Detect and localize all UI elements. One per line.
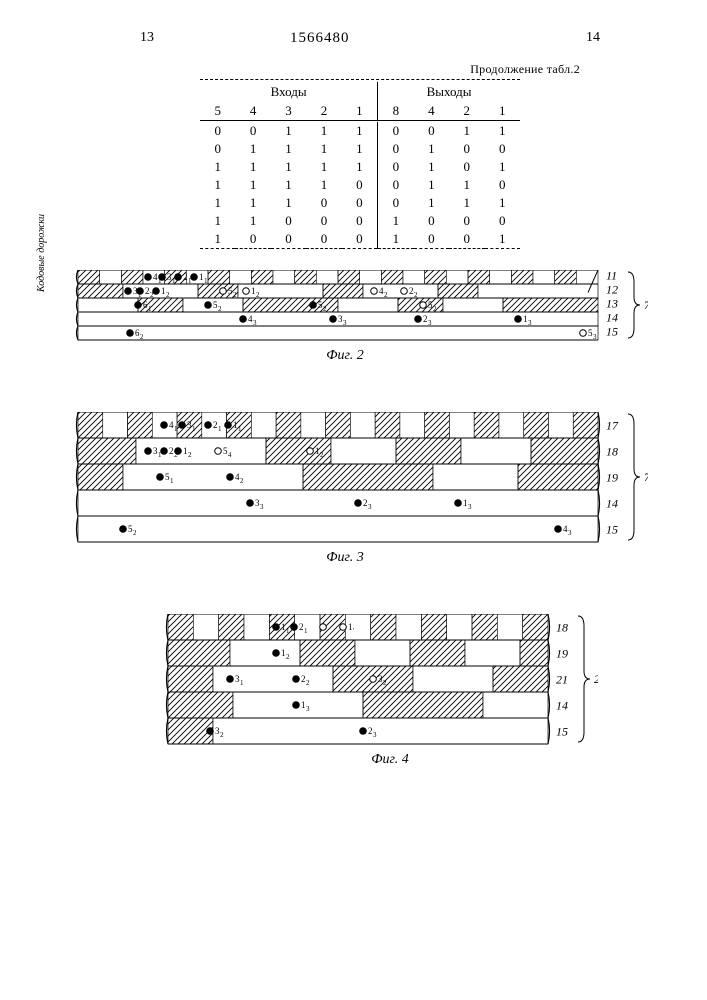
svg-text:1: 1 [161, 286, 166, 296]
svg-text:7: 7 [644, 298, 648, 312]
svg-text:2: 2 [169, 446, 174, 456]
svg-text:2: 2 [384, 291, 388, 299]
svg-text:2: 2 [414, 291, 418, 299]
svg-text:3: 3 [368, 503, 372, 511]
dash-rule [200, 79, 520, 80]
svg-text:2: 2 [306, 679, 310, 687]
svg-text:17: 17 [606, 419, 619, 433]
svg-text:3: 3 [428, 319, 432, 327]
svg-text:1: 1 [233, 420, 238, 430]
svg-text:2: 2 [133, 529, 137, 537]
svg-text:3: 3 [528, 319, 532, 327]
svg-text:1: 1 [170, 477, 174, 485]
svg-text:2: 2 [233, 291, 237, 299]
svg-text:2: 2 [256, 291, 260, 299]
svg-text:11: 11 [606, 270, 617, 283]
svg-text:18: 18 [556, 621, 568, 635]
svg-text:18: 18 [606, 445, 618, 459]
svg-text:1: 1 [148, 305, 152, 313]
svg-text:4: 4 [228, 451, 232, 459]
figure-4: 11211'12312232133223181921141520 [140, 614, 598, 750]
header: 13 1566480 14 [80, 30, 640, 58]
svg-text:1: 1 [251, 286, 256, 296]
svg-text:1: 1 [281, 648, 286, 658]
svg-text:1: 1 [304, 627, 308, 635]
svg-text:15: 15 [606, 523, 618, 537]
svg-text:2: 2 [363, 498, 368, 508]
svg-text:2: 2 [220, 731, 224, 739]
svg-text:3: 3 [306, 705, 310, 713]
svg-text:1: 1 [192, 425, 196, 433]
svg-text:2: 2 [240, 477, 244, 485]
svg-text:3: 3 [343, 319, 347, 327]
svg-text:1: 1 [240, 679, 244, 687]
svg-text:19: 19 [606, 471, 618, 485]
page: 13 1566480 14 Продолжение табл.2 Входы В… [80, 30, 640, 768]
fig4-caption: Фиг. 4 [140, 752, 640, 768]
page-right: 14 [586, 30, 600, 46]
svg-text:2: 2 [213, 420, 218, 430]
svg-text:2: 2 [423, 314, 428, 324]
svg-text:1: 1 [204, 277, 208, 285]
svg-text:1: 1 [348, 622, 353, 632]
svg-text:2: 2 [383, 679, 387, 687]
svg-text:20: 20 [594, 672, 598, 686]
svg-text:14: 14 [606, 311, 618, 325]
fig2-caption: Фиг. 2 [50, 348, 640, 364]
svg-text:2: 2 [286, 653, 290, 661]
svg-text:2: 2 [299, 622, 304, 632]
svg-text:2: 2 [409, 286, 414, 296]
svg-text:': ' [353, 627, 354, 635]
svg-text:3: 3 [253, 319, 257, 327]
svg-text:2: 2 [145, 286, 150, 296]
svg-text:15: 15 [606, 325, 618, 339]
svg-text:1: 1 [218, 425, 222, 433]
col-group-inputs: Входы [200, 82, 378, 102]
svg-text:2: 2 [166, 291, 170, 299]
svg-text:14: 14 [606, 497, 618, 511]
svg-text:1: 1 [523, 314, 528, 324]
svg-text:1: 1 [281, 622, 286, 632]
svg-text:1: 1 [238, 425, 242, 433]
svg-text:3: 3 [568, 529, 572, 537]
svg-text:1: 1 [315, 446, 320, 456]
svg-text:2: 2 [218, 305, 222, 313]
table-caption: Продолжение табл.2 [80, 62, 580, 77]
svg-text:14: 14 [556, 699, 568, 713]
axis-label: Кодовые дорожки [36, 214, 47, 292]
svg-text:2: 2 [320, 451, 324, 459]
svg-text:2: 2 [188, 451, 192, 459]
svg-text:1: 1 [463, 498, 468, 508]
truth-table: Входы Выходы 543218421 00111001101111010… [200, 82, 520, 250]
svg-text:7: 7 [644, 470, 648, 484]
patent-number: 1566480 [290, 30, 350, 47]
svg-text:1: 1 [183, 446, 188, 456]
svg-text:3: 3 [593, 333, 597, 341]
figure-2: 4131211131221252124222615252524333231362… [50, 270, 648, 346]
svg-text:3: 3 [373, 731, 377, 739]
svg-text:21: 21 [556, 673, 568, 687]
svg-text:19: 19 [556, 647, 568, 661]
col-group-outputs: Выходы [378, 82, 520, 102]
svg-text:2: 2 [301, 674, 306, 684]
svg-text:2: 2 [368, 726, 373, 736]
fig3-caption: Фиг. 3 [50, 550, 640, 566]
svg-text:2: 2 [183, 272, 188, 282]
svg-text:1: 1 [286, 627, 290, 635]
svg-text:13: 13 [606, 297, 618, 311]
svg-text:12: 12 [606, 283, 618, 297]
svg-text:2: 2 [140, 333, 144, 341]
svg-text:1: 1 [301, 700, 306, 710]
svg-text:3: 3 [260, 503, 264, 511]
svg-text:1: 1 [174, 425, 178, 433]
svg-text:2: 2 [433, 305, 437, 313]
figure-3: 4131211131221254125142332313524317181914… [50, 412, 648, 548]
page-left: 13 [140, 30, 154, 46]
svg-text:2: 2 [323, 305, 327, 313]
svg-text:15: 15 [556, 725, 568, 739]
svg-text:3: 3 [468, 503, 472, 511]
svg-text:1: 1 [199, 272, 204, 282]
